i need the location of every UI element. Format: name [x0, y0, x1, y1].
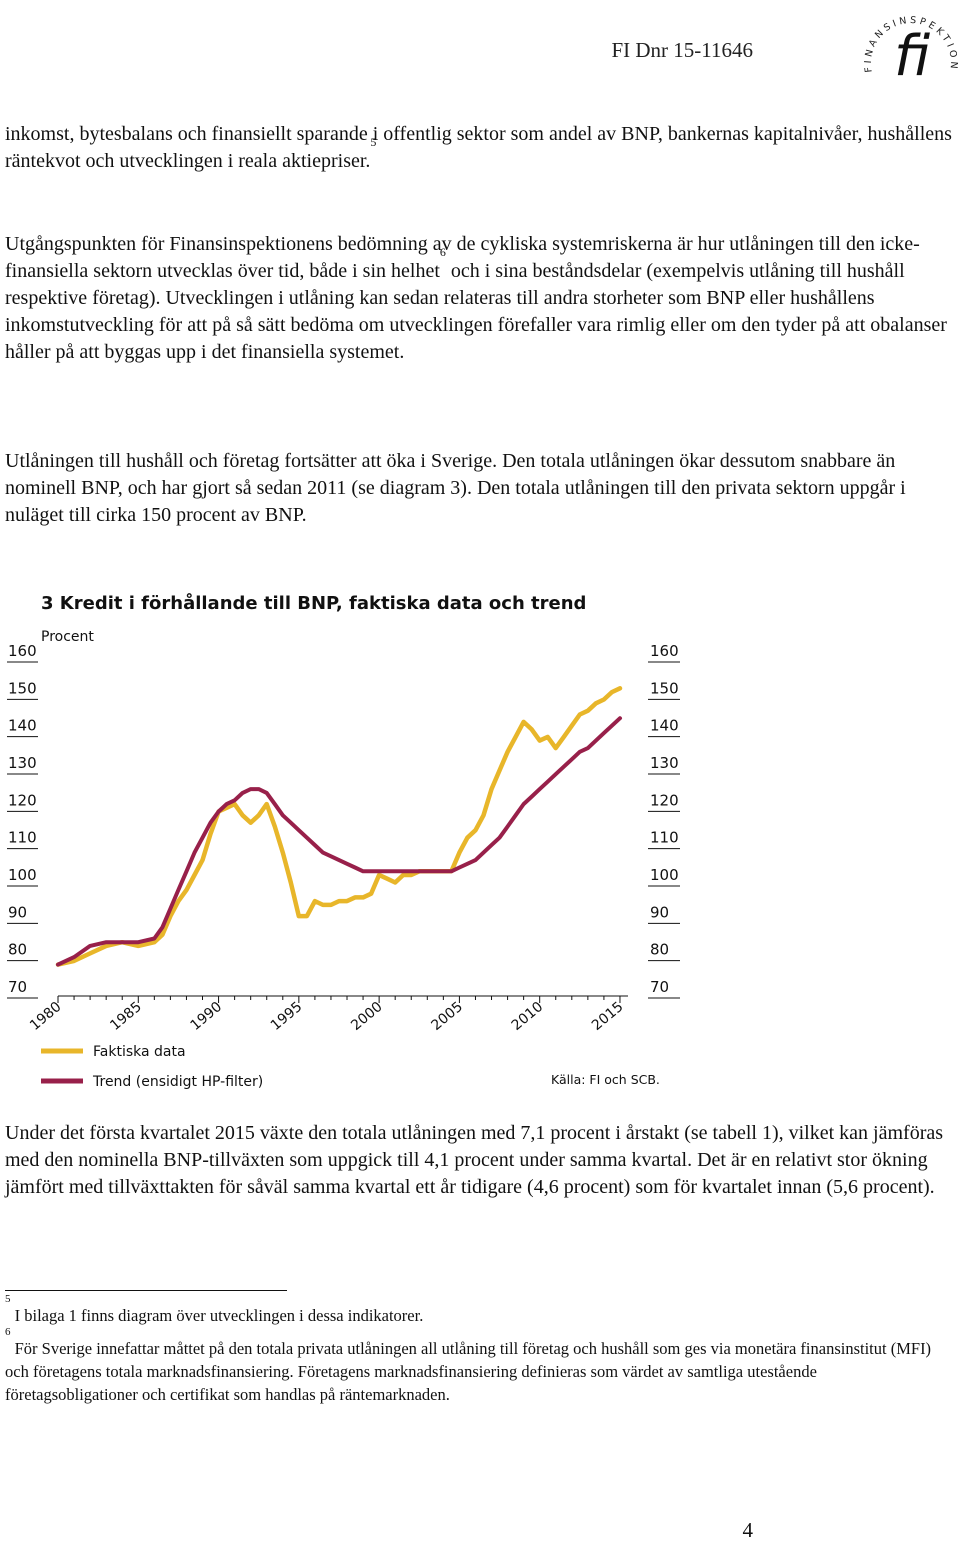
x-tick-label: 2010: [509, 999, 547, 1034]
chart-figure: 3 Kredit i förhållande till BNP, faktisk…: [0, 582, 960, 1102]
paragraph-3: Utlåningen till hushåll och företag fort…: [5, 450, 906, 526]
paragraph-1: inkomst, bytesbalans och finansiellt spa…: [5, 121, 955, 175]
y-axis-right: 70 80 90 100 110 120 130 140 150 160: [648, 642, 680, 999]
y-tick-label-right: 90: [650, 903, 669, 921]
svg-text:fi: fi: [894, 24, 930, 89]
y-axis-left: 70 80 90 100 110 120 130 140 150 160: [7, 642, 38, 999]
footnote-6-marker: 6: [5, 1326, 11, 1338]
y-tick-label-left: 160: [8, 642, 37, 660]
y-tick-label-left: 110: [8, 829, 37, 847]
x-tick-label: 2005: [428, 999, 466, 1034]
footnote-divider: [5, 1290, 287, 1291]
x-tick-label: 2000: [348, 999, 386, 1034]
y-tick-label-left: 100: [8, 866, 37, 884]
footnote-6: 6 För Sverige innefattar måttet på den t…: [5, 1327, 945, 1406]
legend-label-actual: Faktiska data: [93, 1044, 186, 1060]
paragraph-2-text-a: Utgångspunkten för Finansinspektionens b…: [5, 233, 920, 282]
y-tick-label-left: 130: [8, 754, 37, 772]
series-line-trend: [56, 716, 622, 967]
footnote-5-text: I bilaga 1 finns diagram över utveckling…: [14, 1306, 424, 1325]
x-tick-label: 1990: [188, 999, 226, 1034]
chart-source: Källa: FI och SCB.: [551, 1072, 660, 1087]
y-tick-label-right: 110: [650, 829, 679, 847]
y-tick-label-left: 140: [8, 717, 37, 735]
x-tick-label: 1980: [27, 999, 65, 1034]
footnote-5-marker: 5: [5, 1293, 11, 1305]
credit-gdp-chart: 3 Kredit i förhållande till BNP, faktisk…: [7, 592, 680, 1090]
legend-label-trend: Trend (ensidigt HP-filter): [92, 1074, 263, 1090]
y-axis-label: Procent: [41, 629, 94, 645]
y-tick-label-right: 80: [650, 941, 669, 959]
y-tick-label-left: 80: [8, 941, 27, 959]
x-tick-label: 1995: [268, 999, 306, 1034]
x-tick-label: 2015: [589, 999, 627, 1034]
document-reference: FI Dnr 15-11646: [611, 38, 753, 62]
footnote-ref-6[interactable]: 6: [439, 245, 446, 259]
paragraph-2: Utgångspunkten för Finansinspektionens b…: [5, 231, 955, 366]
x-tick-label: 1985: [107, 999, 145, 1034]
footnote-6-text: För Sverige innefattar måttet på den tot…: [5, 1339, 932, 1404]
page-number: 4: [742, 1518, 754, 1542]
y-tick-label-right: 160: [650, 642, 679, 660]
footnote-ref-5[interactable]: 5: [370, 135, 377, 149]
series-line-actual: [55, 686, 623, 967]
footnote-5: 5 I bilaga 1 finns diagram över utveckli…: [5, 1294, 945, 1327]
y-tick-label-right: 150: [650, 679, 679, 697]
paragraph-4: Under det första kvartalet 2015 växte de…: [5, 1122, 944, 1198]
finansinspektionen-logo: FINANSINSPEKTIONEN fi: [858, 0, 956, 89]
paragraph-2-text-b: och i sina beståndsdelar (exempelvis utl…: [5, 260, 947, 363]
x-axis: 1980 1985 1990 1995 2000 2005 2010 2015: [27, 996, 627, 1034]
y-tick-label-left: 70: [8, 978, 27, 996]
y-tick-label-right: 130: [650, 754, 679, 772]
paragraph-1-text: inkomst, bytesbalans och finansiellt spa…: [5, 123, 952, 172]
y-tick-label-right: 120: [650, 791, 679, 809]
series-lines: [55, 686, 623, 967]
chart-title: 3 Kredit i förhållande till BNP, faktisk…: [41, 592, 586, 614]
y-tick-label-right: 70: [650, 978, 669, 996]
y-tick-label-left: 90: [8, 903, 27, 921]
y-tick-label-right: 100: [650, 866, 679, 884]
y-tick-label-left: 150: [8, 679, 37, 697]
y-tick-label-right: 140: [650, 717, 679, 735]
y-tick-label-left: 120: [8, 791, 37, 809]
